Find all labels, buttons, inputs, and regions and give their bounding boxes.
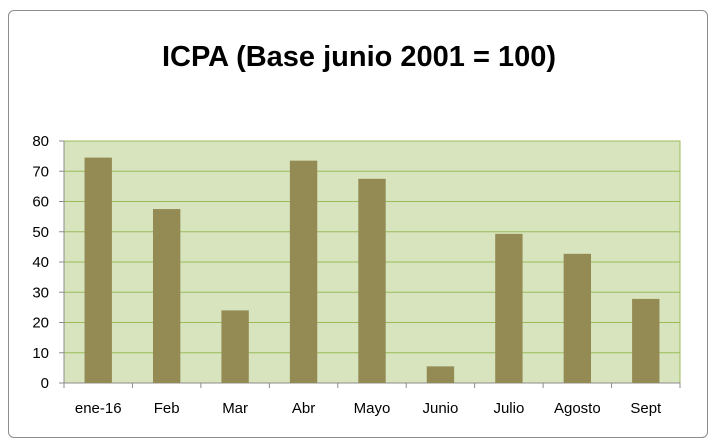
- x-tick-label: ene-16: [75, 400, 122, 417]
- bar: [426, 366, 455, 383]
- y-tick-label: 80: [32, 133, 49, 150]
- x-tick-label: Abr: [292, 400, 315, 417]
- bar: [563, 253, 592, 383]
- x-tick-label: Junio: [423, 400, 459, 417]
- bar: [495, 233, 523, 383]
- bar: [152, 209, 181, 383]
- y-tick-label: 50: [32, 224, 49, 241]
- x-tick-label: Feb: [154, 400, 180, 417]
- bar: [358, 178, 386, 383]
- chart-title: ICPA (Base junio 2001 = 100): [162, 41, 556, 73]
- y-tick-label: 30: [32, 284, 49, 301]
- bar: [632, 298, 660, 383]
- plot-area: 0 10 20 30 40 50 60 70 80 ene-16 Feb Mar Abr Mayo Juni…: [32, 133, 681, 417]
- y-tick-label: 10: [32, 345, 49, 362]
- x-tick-label: Julio: [493, 400, 524, 417]
- x-tick-label: Mayo: [354, 400, 391, 417]
- bar: [84, 157, 112, 383]
- x-tick-label: Sept: [630, 400, 662, 417]
- y-tick-label: 70: [32, 163, 49, 180]
- bar: [289, 160, 318, 383]
- y-tick-label: 20: [32, 315, 49, 332]
- x-tick-label: Mar: [222, 400, 248, 417]
- x-tick-label: Agosto: [554, 400, 601, 417]
- y-tick-label: 40: [32, 254, 49, 271]
- bar: [221, 310, 249, 383]
- y-tick-label: 60: [32, 194, 49, 211]
- y-tick-label: 0: [41, 375, 49, 392]
